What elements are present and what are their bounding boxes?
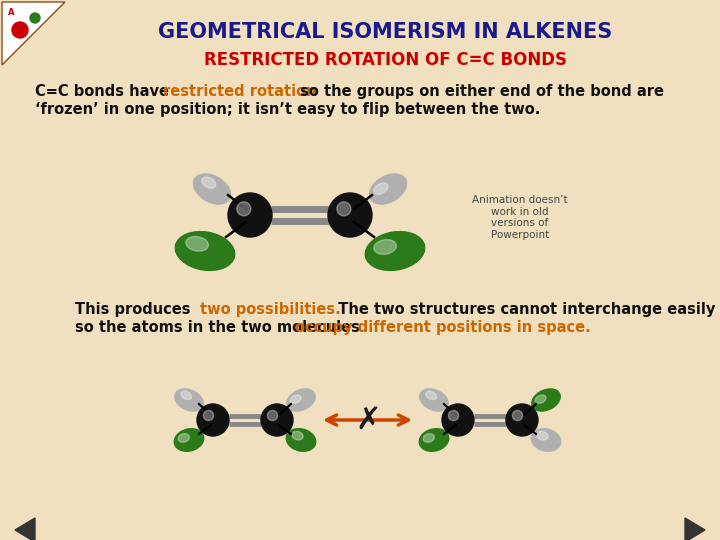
Text: restricted rotation: restricted rotation (163, 84, 317, 99)
Circle shape (267, 410, 278, 421)
Text: RESTRICTED ROTATION OF C=C BONDS: RESTRICTED ROTATION OF C=C BONDS (204, 51, 567, 69)
Circle shape (328, 193, 372, 237)
Circle shape (197, 404, 229, 436)
Text: occupy different positions in space.: occupy different positions in space. (295, 320, 590, 335)
Circle shape (506, 404, 538, 436)
Circle shape (30, 13, 40, 23)
Text: C=C bonds have: C=C bonds have (35, 84, 174, 99)
Ellipse shape (194, 174, 230, 204)
Circle shape (442, 404, 474, 436)
Polygon shape (15, 518, 35, 540)
Circle shape (513, 410, 523, 421)
Text: two possibilities.: two possibilities. (200, 302, 341, 317)
Text: A: A (8, 8, 14, 17)
Text: ✗: ✗ (355, 406, 381, 435)
Text: ‘frozen’ in one position; it isn’t easy to flip between the two.: ‘frozen’ in one position; it isn’t easy … (35, 102, 541, 117)
Circle shape (449, 410, 459, 421)
Text: so the groups on either end of the bond are: so the groups on either end of the bond … (295, 84, 664, 99)
Ellipse shape (369, 174, 407, 204)
Ellipse shape (537, 431, 548, 440)
Text: Animation doesn’t
work in old
versions of
Powerpoint: Animation doesn’t work in old versions o… (472, 195, 568, 240)
Ellipse shape (423, 434, 434, 442)
Circle shape (12, 22, 28, 38)
Circle shape (261, 404, 293, 436)
Circle shape (228, 193, 272, 237)
Ellipse shape (419, 429, 449, 451)
Ellipse shape (420, 389, 449, 411)
Ellipse shape (532, 389, 560, 411)
Text: The two structures cannot interchange easily: The two structures cannot interchange ea… (328, 302, 716, 317)
Ellipse shape (287, 429, 316, 451)
Circle shape (337, 202, 351, 216)
Ellipse shape (426, 391, 436, 400)
Ellipse shape (186, 237, 208, 251)
Circle shape (237, 202, 251, 216)
Ellipse shape (292, 431, 303, 440)
Ellipse shape (181, 391, 192, 400)
Ellipse shape (178, 434, 189, 442)
Ellipse shape (290, 395, 301, 403)
Ellipse shape (531, 429, 561, 451)
Polygon shape (2, 2, 65, 65)
Ellipse shape (365, 232, 425, 271)
Ellipse shape (287, 389, 315, 411)
Ellipse shape (174, 429, 204, 451)
Ellipse shape (535, 395, 546, 403)
Ellipse shape (202, 177, 216, 188)
Text: GEOMETRICAL ISOMERISM IN ALKENES: GEOMETRICAL ISOMERISM IN ALKENES (158, 22, 612, 42)
Text: so the atoms in the two molecules: so the atoms in the two molecules (75, 320, 365, 335)
Circle shape (204, 410, 214, 421)
Text: This produces: This produces (75, 302, 196, 317)
Ellipse shape (175, 389, 203, 411)
Polygon shape (685, 518, 705, 540)
Ellipse shape (374, 183, 388, 194)
Ellipse shape (175, 232, 235, 271)
Ellipse shape (374, 240, 397, 254)
